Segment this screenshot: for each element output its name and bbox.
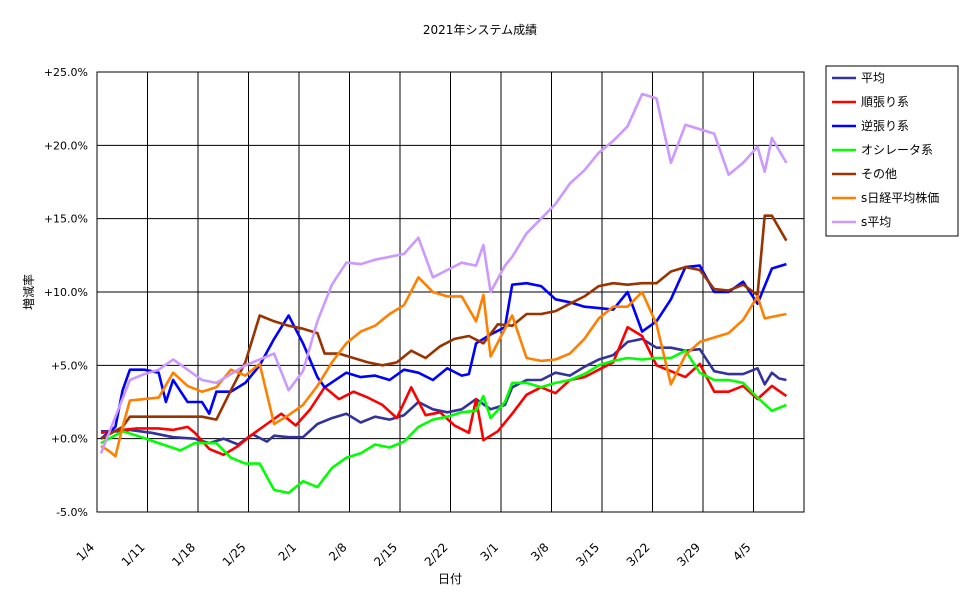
- y-axis-label: 増減率: [21, 274, 36, 310]
- series-line: [100, 275, 787, 458]
- chart-title: 2021年システム成績: [423, 23, 537, 37]
- legend-label: オシレータ系: [861, 143, 933, 157]
- legend-label: その他: [861, 167, 897, 181]
- legend-label: 順張り系: [861, 95, 909, 109]
- x-axis-label: 日付: [438, 572, 462, 586]
- series-line: [100, 325, 788, 457]
- vertical-gridlines: [147, 72, 754, 512]
- legend-label: s平均: [861, 215, 891, 229]
- y-tick-label: +15.0%: [44, 213, 88, 226]
- series-line: [100, 262, 787, 440]
- series-line: [100, 214, 788, 440]
- y-tick-label: +20.0%: [44, 139, 88, 152]
- y-tick-label: +10.0%: [44, 286, 88, 299]
- y-tick-label: +0.0%: [51, 433, 88, 446]
- y-tick-label: +5.0%: [51, 359, 88, 372]
- legend-label: 平均: [861, 71, 885, 85]
- series-line: [99, 92, 788, 454]
- plot-area: [96, 71, 805, 513]
- y-axis-tick-labels: +25.0% +20.0% +15.0% +10.0% +5.0% +0.0% -5.0%: [44, 66, 88, 519]
- y-tick-label: -5.0%: [56, 506, 88, 519]
- series-lines: [99, 92, 788, 495]
- legend-label: 逆張り系: [861, 118, 909, 133]
- series-line: [100, 349, 787, 495]
- legend-label: s日経平均株価: [861, 190, 939, 205]
- y-tick-label: +25.0%: [44, 66, 88, 79]
